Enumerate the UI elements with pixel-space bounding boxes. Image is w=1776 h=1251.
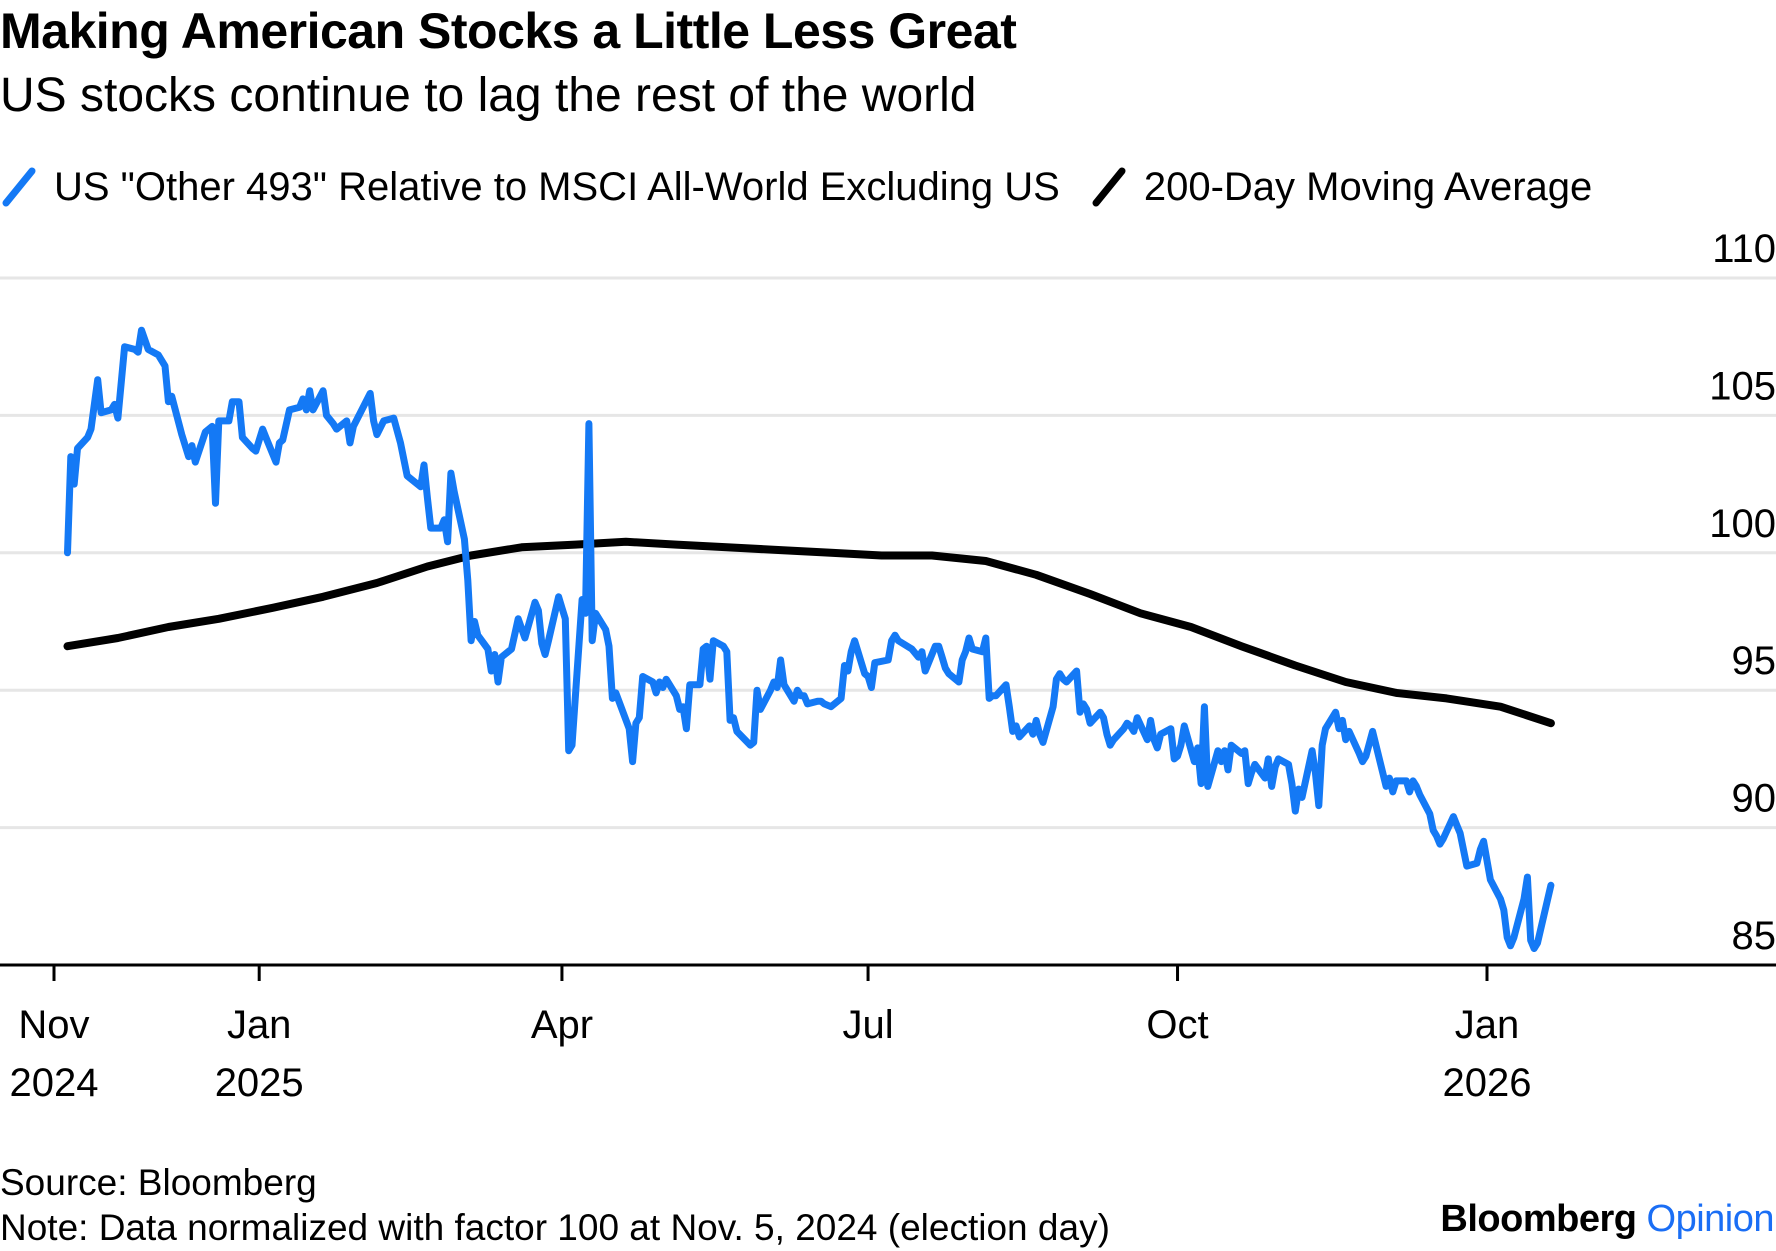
series-line-other-493 <box>64 326 1555 952</box>
blue-line-swatch-icon <box>0 165 40 209</box>
legend-label-moving-average: 200-Day Moving Average <box>1143 164 1593 209</box>
brand-primary: Bloomberg <box>1440 1198 1637 1240</box>
legend-label-other-493: US "Other 493" Relative to MSCI All-Worl… <box>54 164 1060 209</box>
x-tick-year-label: 2025 <box>215 1061 304 1105</box>
y-tick-label: 85 <box>1732 914 1776 958</box>
y-tick-label: 90 <box>1732 777 1776 821</box>
y-tick-label: 95 <box>1732 639 1776 683</box>
x-tick-label: Nov <box>18 1003 89 1047</box>
y-tick-label: 100 <box>1709 502 1776 546</box>
footnote: Note: Data normalized with factor 100 at… <box>0 1207 1110 1248</box>
legend: US "Other 493" Relative to MSCI All-Worl… <box>0 160 1622 214</box>
y-tick-label: 110 <box>1712 227 1776 271</box>
x-tick-year-label: 2024 <box>10 1061 99 1105</box>
source-note: Source: Bloomberg <box>0 1162 317 1203</box>
legend-item-moving-average: 200-Day Moving Average <box>1090 165 1592 210</box>
x-tick-label: Oct <box>1146 1003 1208 1047</box>
y-tick-label: 105 <box>1709 364 1776 408</box>
x-tick-label: Apr <box>531 1003 593 1047</box>
x-tick-label: Jul <box>842 1003 893 1047</box>
x-tick-label: Jan <box>227 1003 292 1047</box>
brand-secondary: Opinion <box>1646 1198 1775 1240</box>
x-tick-label: Jan <box>1455 1003 1520 1047</box>
series-line-moving-average <box>63 537 1555 728</box>
brand-logo: Bloomberg Opinion <box>1440 1198 1774 1241</box>
legend-item-other-493: US "Other 493" Relative to MSCI All-Worl… <box>0 165 1060 210</box>
x-tick-year-label: 2026 <box>1443 1061 1532 1105</box>
chart-title: Making American Stocks a Little Less Gre… <box>0 3 1017 59</box>
chart-subtitle: US stocks continue to lag the rest of th… <box>0 69 977 122</box>
black-line-swatch-icon <box>1090 165 1130 209</box>
